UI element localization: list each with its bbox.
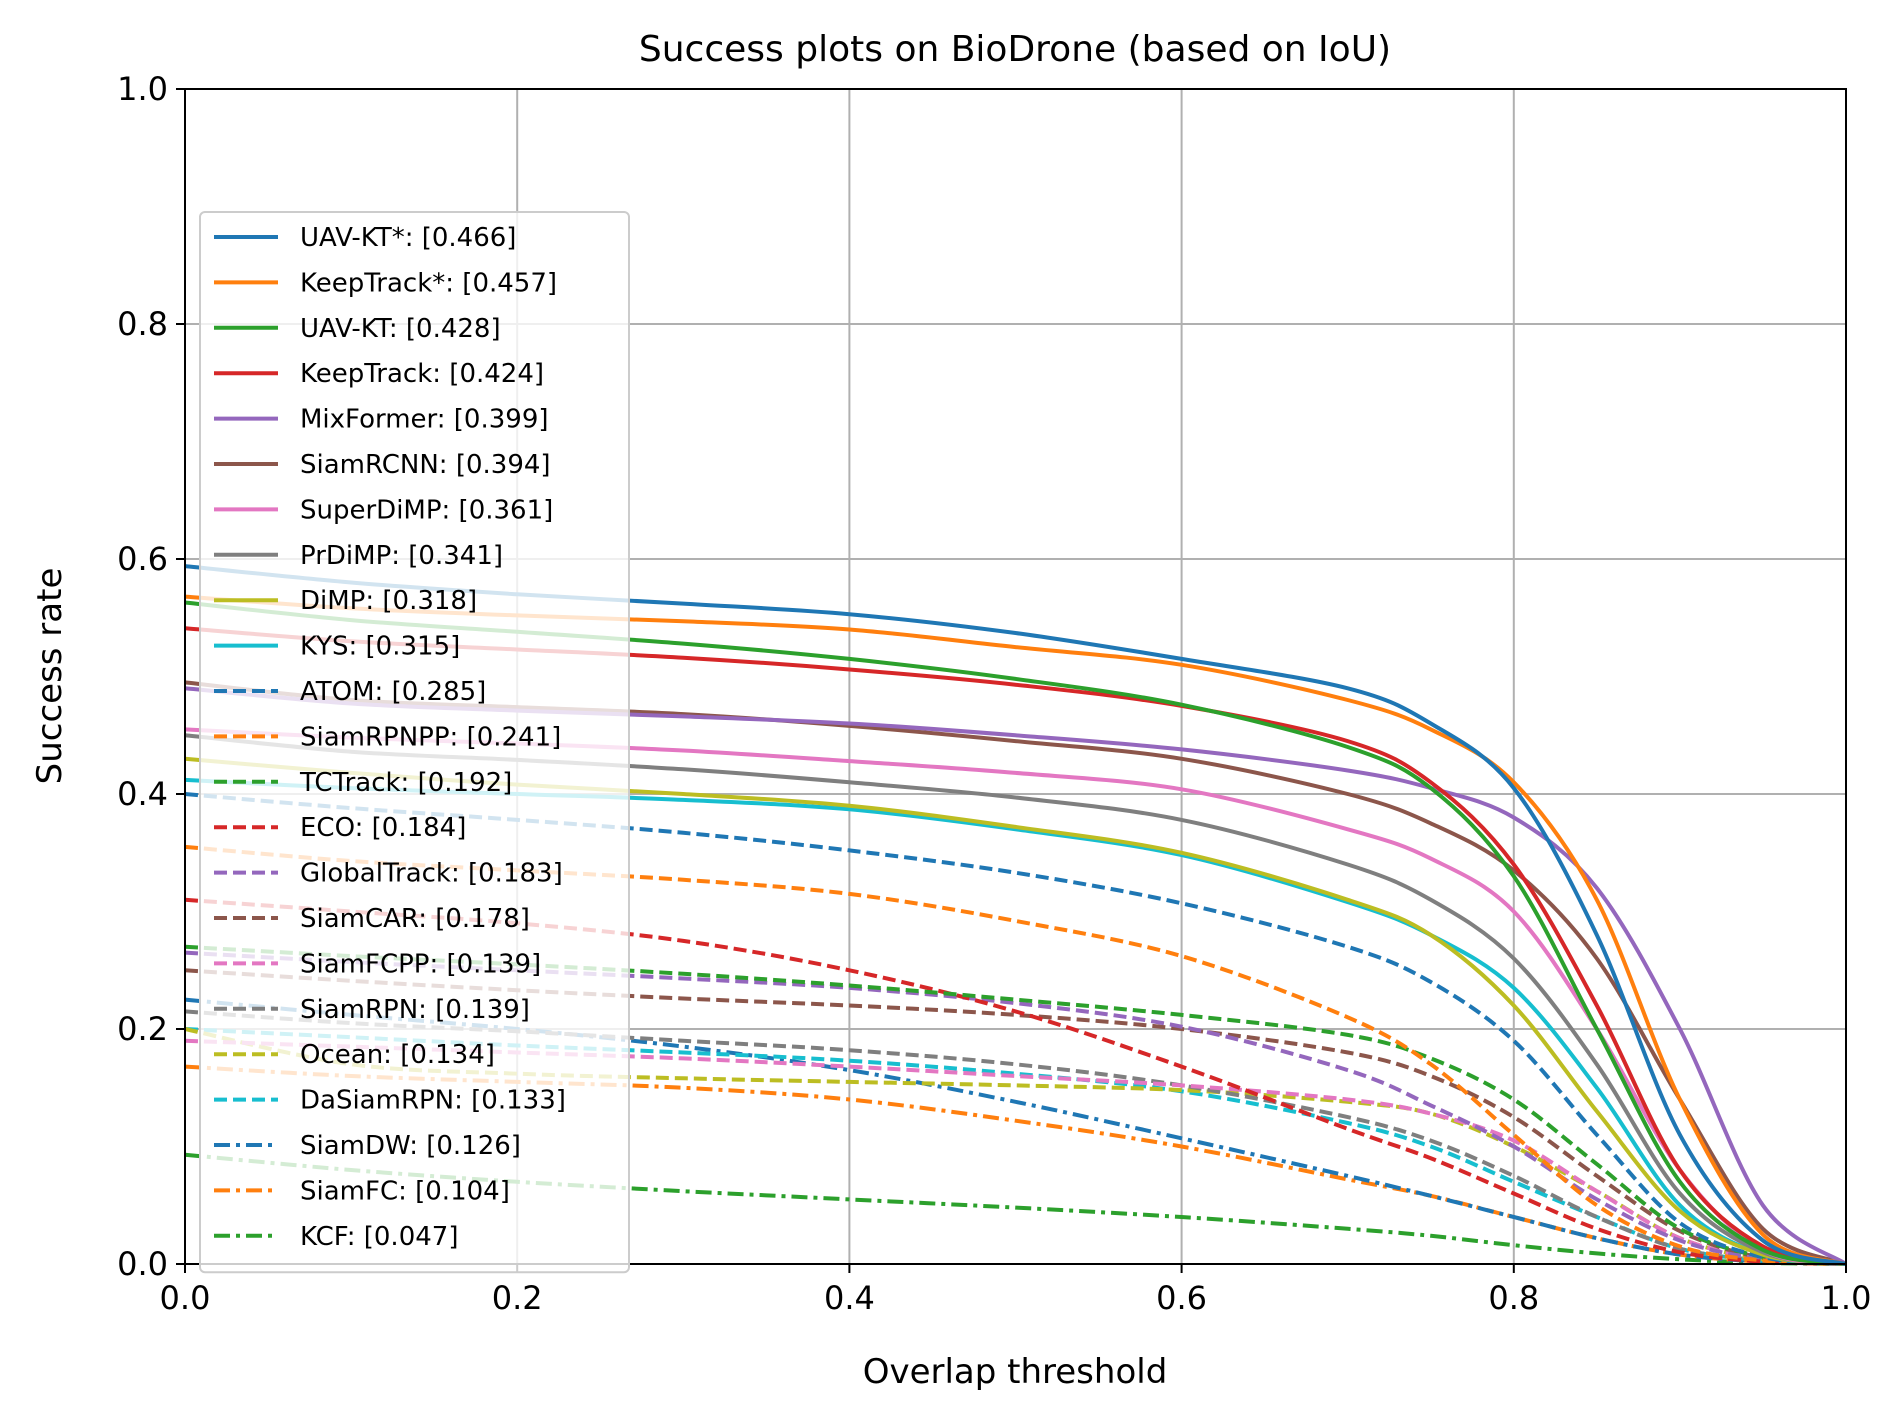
y-tick-label: 0.0 [117,1245,168,1283]
legend-entry-label: KeepTrack*: [0.457] [300,268,557,298]
x-axis-label: Overlap threshold [863,1352,1168,1392]
x-tick-label: 0.0 [160,1279,211,1317]
legend-entry-label: KCF: [0.047] [300,1222,458,1252]
legend-box [199,211,630,1274]
legend-entry-label: ECO: [0.184] [300,813,466,843]
legend-entry-label: SuperDiMP: [0.361] [300,495,553,525]
x-tick-label: 0.2 [492,1279,543,1317]
plot-frame [184,88,1847,1265]
y-tick-label: 0.8 [117,305,168,343]
legend-entry-label: SiamDW: [0.126] [300,1131,521,1161]
legend-entry-label: ATOM: [0.285] [300,677,486,707]
y-tick-label: 0.6 [117,540,168,578]
legend-entry-label: SiamRPNPP: [0.241] [300,722,561,752]
x-tick-label: 0.6 [1156,1279,1207,1317]
legend-entry-label: UAV-KT: [0.428] [300,314,501,344]
y-tick-label: 1.0 [117,70,168,108]
legend-entry-label: SiamFC: [0.104] [300,1176,510,1206]
legend-entry-label: KYS: [0.315] [300,632,460,662]
x-tick-label: 1.0 [1821,1279,1872,1317]
legend-entry-label: Ocean: [0.134] [300,1040,495,1070]
legend-entry-label: UAV-KT*: [0.466] [300,223,516,253]
legend-entry-label: GlobalTrack: [0.183] [300,859,563,889]
y-axis-label: Success rate [30,568,70,785]
legend-entry-label: SiamCAR: [0.178] [300,904,530,934]
y-tick-label: 0.2 [117,1010,168,1048]
legend: UAV-KT*: [0.466] KeepTrack*: [0.457] UAV-K… [199,211,630,1274]
legend-entry-label: MixFormer: [0.399] [300,405,549,435]
legend-entry-label: KeepTrack: [0.424] [300,359,544,389]
legend-entry-label: SiamFCPP: [0.139] [300,949,541,979]
x-tick-label: 0.4 [824,1279,875,1317]
chart-title: Success plots on BioDrone (based on IoU) [639,29,1391,70]
legend-entry-label: PrDiMP: [0.341] [300,541,503,571]
x-tick-label: 0.8 [1488,1279,1539,1317]
legend-entry-label: SiamRPN: [0.139] [300,995,530,1025]
y-tick-label: 0.4 [117,775,168,813]
legend-entry-label: DiMP: [0.318] [300,586,477,616]
legend-entry-label: SiamRCNN: [0.394] [300,450,551,480]
legend-entry-label: TCTrack: [0.192] [299,768,512,798]
axis-ticks: 0.0 0.2 0.4 0.6 0.8 1.0 0.0 0.2 0.4 0.6 0.8 1.0 [117,70,1871,1317]
legend-entry-label: DaSiamRPN: [0.133] [300,1086,566,1116]
